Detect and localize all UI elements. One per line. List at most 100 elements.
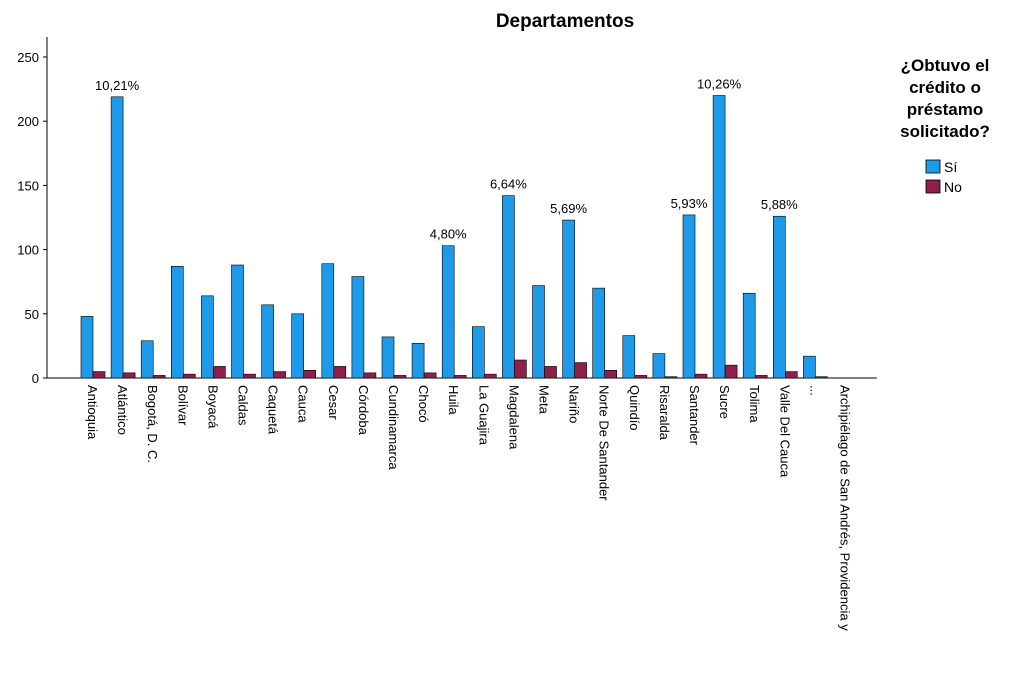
x-tick-label: Nariño [567,385,582,423]
x-tick-label: Valle Del Cauca [777,385,792,478]
x-tick-label: Antioquia [85,385,100,440]
x-tick-label: Cundinamarca [386,385,401,470]
bar-si [772,215,786,379]
bar-no [92,371,106,379]
data-labels: 10,21% 4,80% 6,64% 5,69% 5,93% 10,26% 5,88% [95,77,798,242]
x-tick-label: Cesar [326,385,341,420]
x-tick-label: Atlántico [115,385,130,435]
x-tick-label: ... [807,385,822,396]
bar-si [532,285,545,379]
bar-no [122,372,136,379]
bar-si [381,336,395,379]
y-tick-label: 150 [17,178,39,193]
bar-si [592,287,606,379]
legend-swatch [925,159,941,174]
legend-title: préstamo [907,100,984,119]
x-tick-label: Caldas [236,385,251,426]
x-tick-label: Sucre [717,385,732,419]
data-label: 5,93% [671,196,708,211]
x-tick-label: Risaralda [657,385,672,441]
bar-no [363,372,377,379]
data-label: 6,64% [490,177,527,192]
bar-no [453,375,467,379]
bar-si [321,263,335,379]
bar-no [664,376,678,379]
x-tick-label: Quindío [627,385,642,431]
data-label: 4,80% [430,227,467,242]
bar-si [682,214,696,379]
bar-no [694,373,708,379]
bar-no [303,369,317,379]
bar-no [243,373,256,379]
bar-no [574,362,587,379]
legend-title: ¿Obtuvo el [901,56,990,75]
x-tick-label: Córdoba [356,385,371,436]
bar-si [171,265,184,379]
bar-si [291,313,305,379]
bar-no [544,366,557,379]
bar-no [514,359,527,379]
legend-swatch [925,179,941,194]
x-tick-label: Boyacá [205,385,220,429]
x-tick-label: Archipiélago de San Andrés, Providencia … [838,385,853,631]
bar-si [562,219,575,379]
bar-no [152,375,166,379]
data-label: 5,69% [550,201,587,216]
bar-si [201,295,214,379]
bar-no [483,373,497,379]
bar-si [231,264,244,379]
bar-si [502,195,515,379]
x-tick-label: Caquetá [266,385,281,435]
bar-si [471,326,485,379]
bar-no [754,375,768,379]
legend-label: No [944,179,962,195]
data-label: 10,21% [95,78,140,93]
bar-no [333,366,347,379]
legend-title: solicitado? [900,122,990,141]
bar-no [423,372,437,379]
x-tick-label: Magdalena [506,385,521,450]
bar-si [803,355,816,379]
data-label: 5,88% [761,197,798,212]
bar-si [411,343,425,379]
x-tick-label: Cauca [296,385,311,423]
bar-no [213,366,226,379]
bar-si [140,340,154,379]
bars [80,95,828,379]
x-tick-label: Norte De Santander [597,385,612,501]
bar-si [80,316,94,379]
bar-si [622,335,636,379]
x-tick-label: Bolívar [175,385,190,426]
x-tick-label: Santander [687,385,702,446]
x-tick-label: Meta [537,385,552,415]
bar-si [441,245,455,379]
bar-no [815,376,828,379]
x-tick-label: La Guajira [476,385,491,446]
legend-title: crédito o [909,78,981,97]
x-tick-labels: Antioquia Atlántico Bogotá, D. C. Bolívar Bo… [85,385,853,631]
legend-label: Sí [944,159,957,175]
bar-no [604,369,618,379]
y-tick-label: 250 [17,50,39,65]
bar-si [261,304,274,379]
bar-si [652,353,666,379]
bar-si [351,276,365,379]
x-tick-label: Bogotá, D. C. [145,385,160,463]
legend: ¿Obtuvo el crédito o préstamo solicitado? Sí… [900,56,990,195]
x-tick-label: Chocó [416,385,431,423]
y-tick-label: 200 [17,114,39,129]
bar-si [110,96,124,379]
x-tick-label: Huila [446,385,461,415]
y-tick-label: 50 [25,307,39,322]
y-tick-label: 0 [32,371,39,386]
bar-no [784,371,798,379]
y-tick-label: 100 [17,243,39,258]
bar-no [393,375,407,379]
bar-no [183,373,196,379]
x-tick-label: Tolima [747,385,762,423]
chart-title: Departamentos [496,11,634,32]
bar-si [742,292,756,379]
bar-no [273,371,286,379]
bar-no [634,375,648,379]
